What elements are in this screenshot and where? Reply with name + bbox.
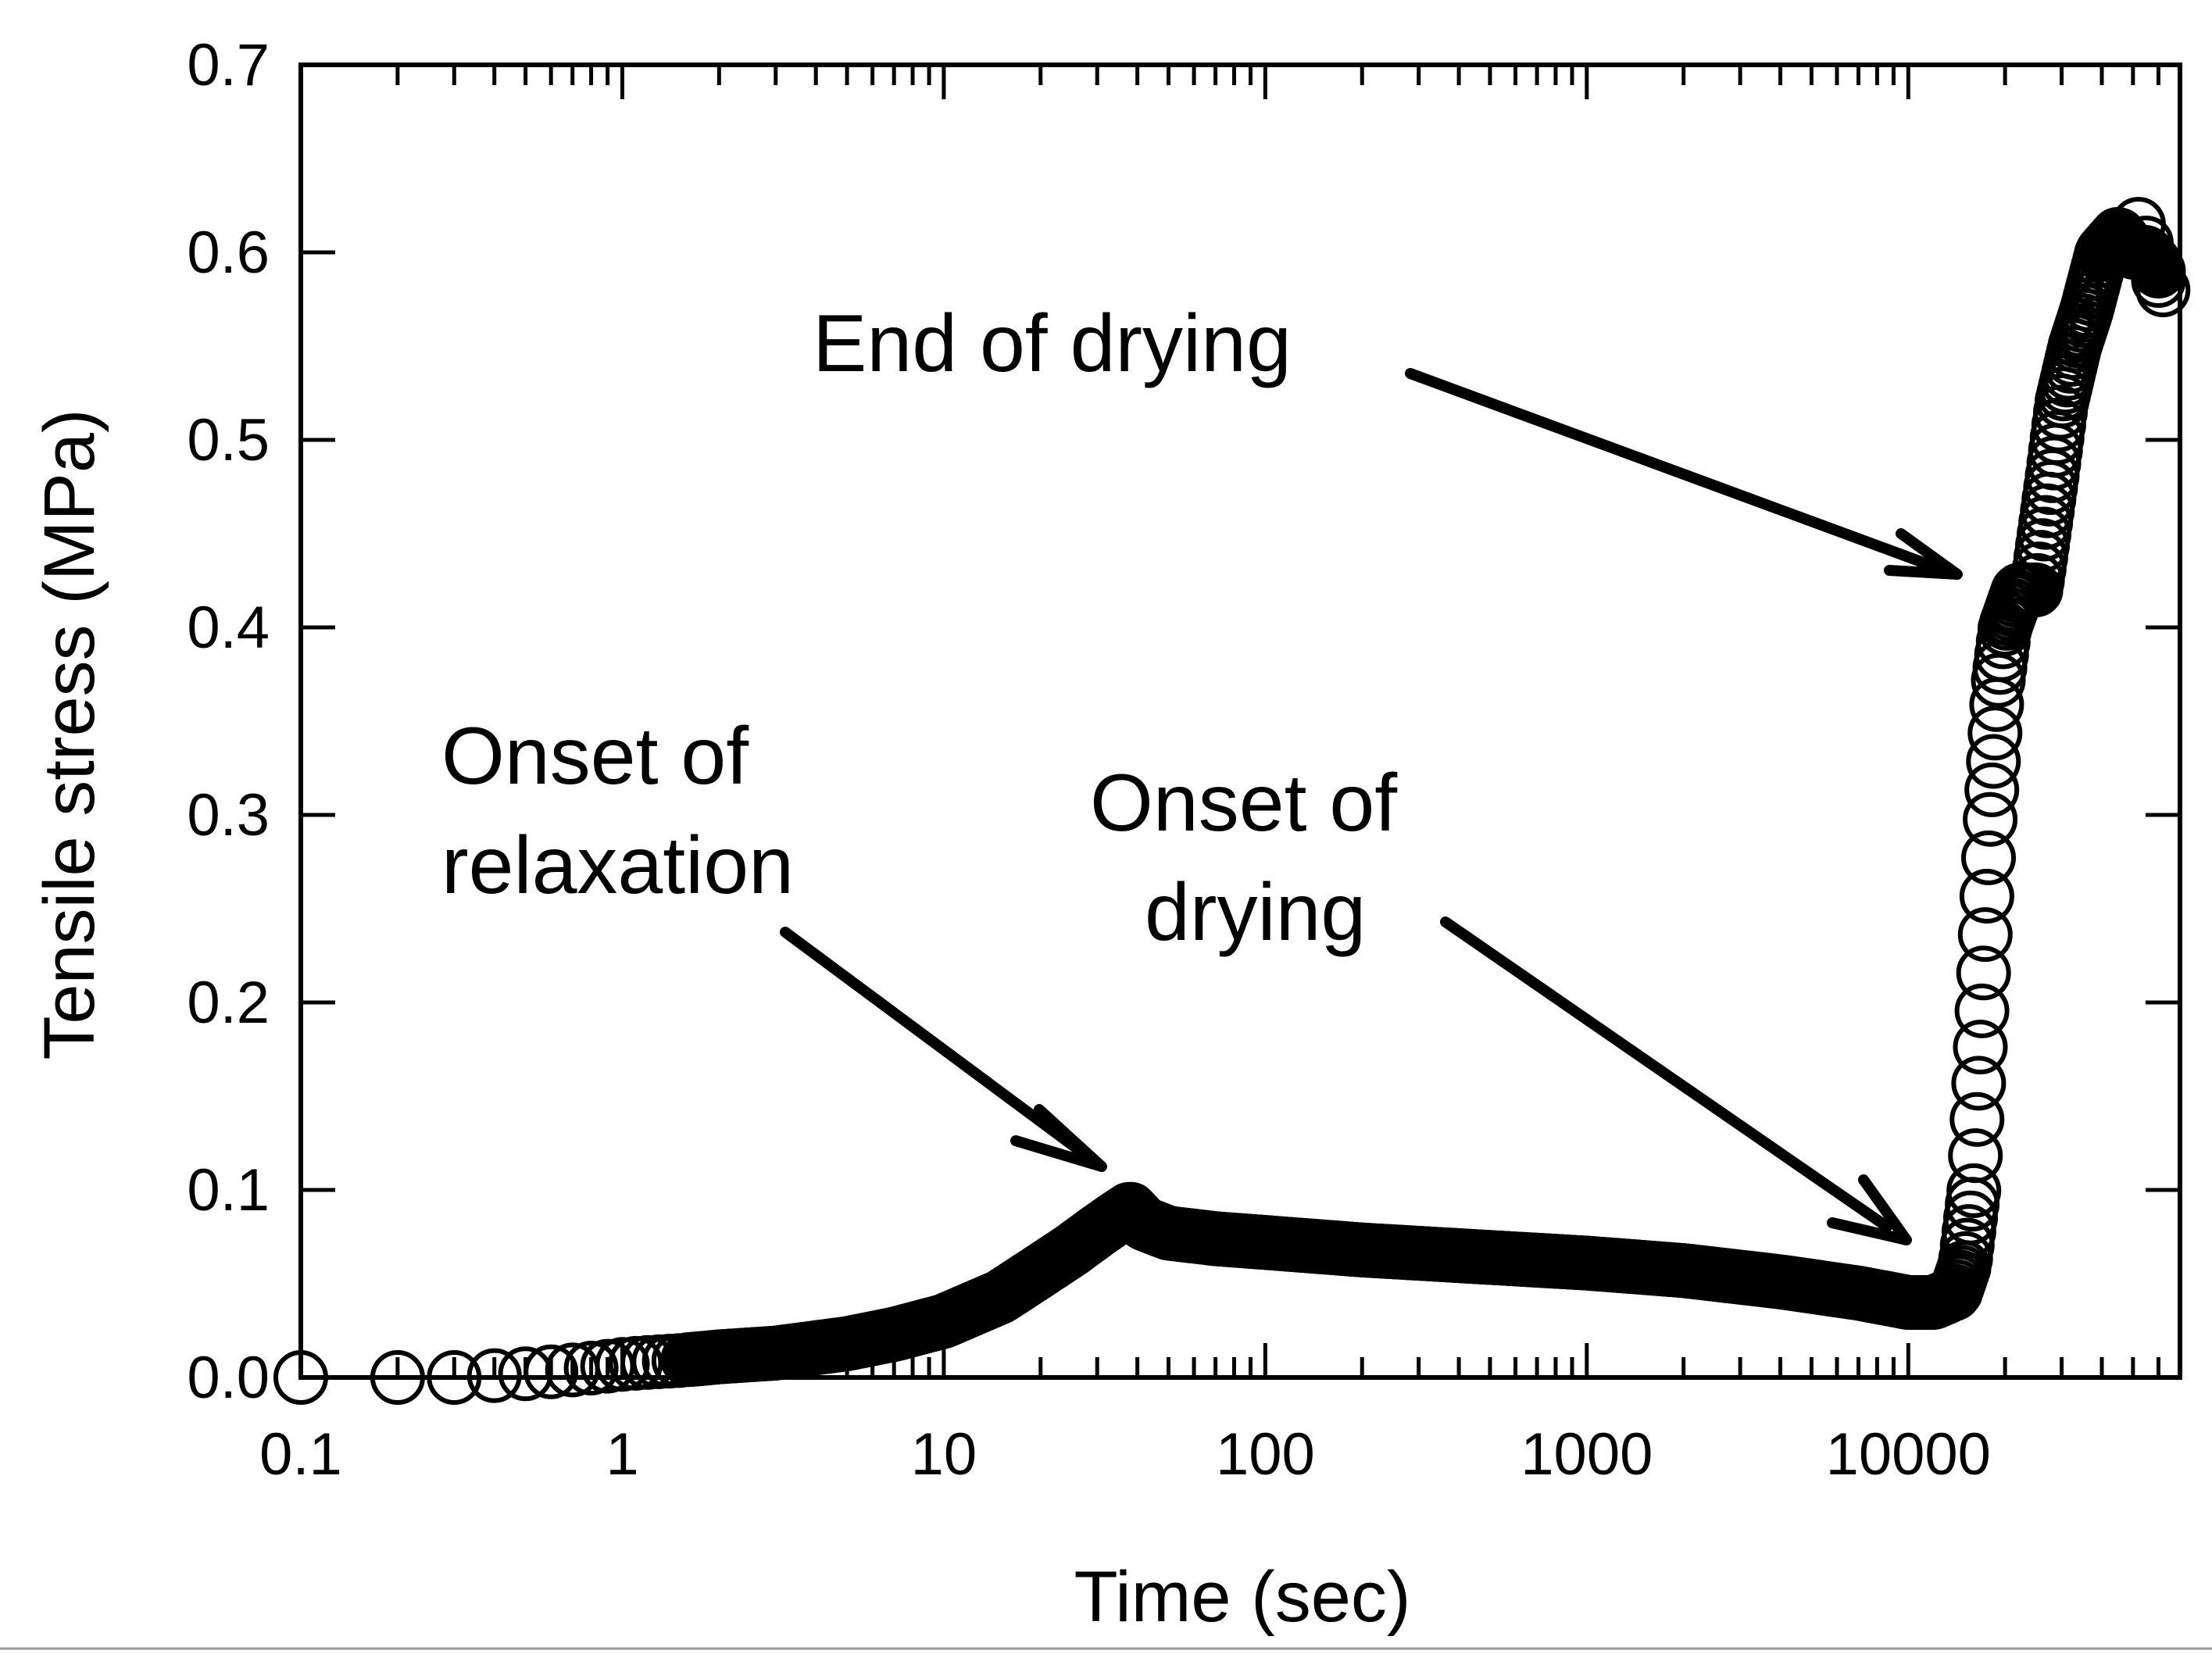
data-point — [1951, 1056, 2007, 1111]
data-point — [524, 1344, 579, 1399]
data-point — [2131, 253, 2186, 308]
y-tick-label: 0.3 — [187, 782, 270, 849]
y-tick-label: 0.1 — [187, 1157, 270, 1224]
x-axis-title: Time (sec) — [1074, 1557, 1410, 1637]
x-tick-label: 0.1 — [259, 1421, 342, 1488]
data-point — [1961, 830, 2016, 885]
annotation-drying-end-label: End of drying — [813, 298, 1292, 389]
data-point — [498, 1346, 553, 1402]
data-point — [1953, 1020, 2008, 1075]
annotation-drying-onset-line-1: Onset of — [1090, 758, 1398, 849]
annotation-relaxation-line-1: Onset of — [441, 711, 749, 802]
data-point — [1967, 706, 2023, 761]
y-tick-label: 0.7 — [187, 32, 270, 98]
annotation-drying-onset-line-2: drying — [1145, 867, 1366, 958]
plot-frame — [298, 63, 2182, 1380]
y-tick-label: 0.5 — [187, 407, 270, 473]
axis-tick-labels: 0.1 1 10 100 1000 10000 0.0 0.1 0.2 0.3 0.4 0.5 0.6 0… — [187, 32, 1991, 1488]
x-tick-label: 100 — [1216, 1421, 1315, 1488]
data-point — [1946, 1163, 2002, 1218]
x-tick-label: 10 — [911, 1421, 977, 1488]
data-point — [595, 1337, 650, 1392]
data-point — [1963, 791, 2018, 847]
y-tick-label: 0.6 — [187, 220, 270, 286]
data-points — [273, 197, 2191, 1405]
data-point — [2135, 263, 2191, 317]
data-point — [563, 1341, 619, 1395]
x-tick-label: 1000 — [1521, 1421, 1653, 1488]
y-tick-label: 0.4 — [187, 595, 270, 661]
data-point — [1956, 945, 2011, 1001]
data-point — [1964, 762, 2020, 817]
y-tick-label: 0.2 — [187, 970, 270, 1036]
data-point — [1949, 1092, 2005, 1147]
x-tick-label: 10000 — [1826, 1421, 1991, 1488]
data-point — [1959, 869, 2014, 924]
data-point — [1966, 734, 2021, 789]
data-point — [1954, 983, 2010, 1038]
data-point — [1957, 907, 2013, 963]
annotation-relaxation-arrow — [780, 927, 1107, 1172]
y-tick-label: 0.0 — [187, 1345, 270, 1411]
data-point — [1948, 1128, 2003, 1184]
annotation-drying-onset-arrow — [1440, 916, 1912, 1245]
annotations: Onset of relaxation Onset of drying End … — [441, 298, 1963, 1245]
annotation-drying-end-arrow — [1405, 368, 1963, 580]
annotation-relaxation-line-2: relaxation — [441, 820, 794, 911]
y-axis-title: Tensile stress (MPa) — [30, 409, 109, 1059]
x-tick-label: 1 — [606, 1421, 638, 1488]
